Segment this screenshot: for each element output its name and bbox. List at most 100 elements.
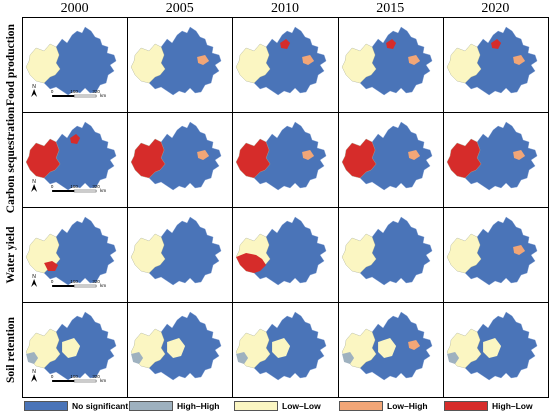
year-label-2015: 2015 bbox=[376, 1, 405, 16]
legend-swatch bbox=[129, 401, 173, 411]
region-map bbox=[341, 26, 432, 96]
scale-tick-label: 320 bbox=[92, 374, 100, 379]
region-patch bbox=[407, 150, 420, 160]
scale-tick-label: 0 bbox=[51, 374, 54, 379]
scale-tick-label: 320 bbox=[92, 184, 100, 189]
region-map bbox=[131, 26, 222, 96]
scale-unit: km bbox=[100, 188, 106, 193]
north-arrow-icon bbox=[31, 374, 38, 382]
region-west bbox=[446, 233, 482, 274]
region-west bbox=[131, 43, 166, 84]
legend-label: Low–Low bbox=[282, 401, 321, 411]
region-west bbox=[341, 138, 376, 179]
map-panel bbox=[442, 302, 549, 398]
scale-bar bbox=[52, 94, 97, 98]
scale-unit: km bbox=[100, 378, 106, 383]
region-southwest bbox=[131, 352, 144, 364]
region-patch bbox=[302, 55, 315, 65]
scale-unit: km bbox=[100, 283, 106, 288]
region-central bbox=[377, 338, 396, 358]
year-label-2000: 2000 bbox=[60, 1, 89, 16]
region-map bbox=[341, 311, 432, 381]
region-southwest bbox=[44, 261, 59, 271]
region-patch bbox=[490, 39, 501, 49]
region-patch bbox=[302, 150, 315, 160]
region-west bbox=[131, 233, 166, 274]
north-label: N bbox=[32, 369, 36, 375]
map-panel bbox=[127, 207, 234, 303]
region-map bbox=[131, 121, 222, 191]
row-label-wrap: Soil retention bbox=[0, 302, 22, 397]
north-arrow-icon bbox=[31, 89, 38, 97]
legend: No significant High–High Low–Low Low–High Hi… bbox=[22, 399, 548, 413]
region-patch bbox=[512, 55, 525, 65]
row-label: Soil retention bbox=[5, 316, 17, 383]
map-panel: N 0 160 320 km bbox=[22, 112, 129, 208]
legend-label: High–Low bbox=[492, 401, 533, 411]
legend-item-no_significant: No significant bbox=[22, 399, 129, 413]
scale-tick-label: 160 bbox=[70, 279, 78, 284]
region-map bbox=[341, 216, 432, 286]
region-west bbox=[25, 43, 61, 84]
region-west bbox=[236, 43, 271, 84]
scale-unit: km bbox=[100, 93, 106, 98]
region-west bbox=[236, 138, 271, 179]
map-panel bbox=[337, 112, 444, 208]
north-arrow-icon bbox=[31, 279, 38, 287]
row-label: Carbon sequestration bbox=[5, 106, 17, 213]
legend-label: No significant bbox=[72, 401, 129, 411]
scale-bar bbox=[52, 189, 97, 193]
scale-tick-label: 160 bbox=[70, 89, 78, 94]
map-panel bbox=[232, 207, 339, 303]
scale-tick-label: 0 bbox=[51, 89, 54, 94]
region-map bbox=[341, 121, 432, 191]
year-label-2005: 2005 bbox=[165, 1, 194, 16]
region-map bbox=[446, 311, 538, 381]
region-west bbox=[446, 43, 482, 84]
legend-label: Low–High bbox=[387, 401, 428, 411]
map-panel bbox=[442, 207, 549, 303]
region-patch bbox=[407, 340, 420, 350]
map-panel bbox=[127, 302, 234, 398]
row-label-wrap: Water yield bbox=[0, 207, 22, 302]
region-map bbox=[446, 121, 538, 191]
region-southwest bbox=[341, 352, 354, 364]
region-patch bbox=[512, 150, 525, 160]
row-label-wrap: Food production bbox=[0, 17, 22, 112]
map-panel bbox=[127, 17, 234, 113]
region-central bbox=[167, 338, 186, 358]
map-panel bbox=[127, 112, 234, 208]
row-label-wrap: Carbon sequestration bbox=[0, 106, 22, 212]
region-map bbox=[446, 26, 538, 96]
row-label: Food production bbox=[5, 23, 17, 106]
scale-tick-label: 0 bbox=[51, 184, 54, 189]
legend-label: High–High bbox=[177, 401, 220, 411]
north-label: N bbox=[32, 274, 36, 280]
map-panel bbox=[337, 302, 444, 398]
scale-tick-label: 320 bbox=[92, 89, 100, 94]
region-west bbox=[341, 233, 376, 274]
map-panel: N 0 160 320 km bbox=[22, 17, 129, 113]
map-panel bbox=[337, 17, 444, 113]
region-patch bbox=[70, 134, 81, 144]
region-southwest bbox=[26, 352, 39, 364]
region-map bbox=[236, 26, 327, 96]
map-panel bbox=[232, 112, 339, 208]
region-map bbox=[236, 121, 327, 191]
row-label: Water yield bbox=[5, 226, 17, 283]
scale-bar bbox=[52, 284, 97, 288]
region-patch bbox=[385, 39, 396, 49]
region-west bbox=[341, 43, 376, 84]
legend-swatch bbox=[234, 401, 278, 411]
region-map bbox=[131, 311, 222, 381]
region-patch bbox=[407, 55, 420, 65]
legend-swatch bbox=[444, 401, 488, 411]
region-patch bbox=[197, 55, 210, 65]
grid-top-border bbox=[22, 17, 548, 18]
scale-bar bbox=[52, 379, 97, 383]
region-west bbox=[446, 138, 482, 179]
legend-item-low_high: Low–High bbox=[337, 399, 442, 413]
year-label-2020: 2020 bbox=[481, 1, 510, 16]
